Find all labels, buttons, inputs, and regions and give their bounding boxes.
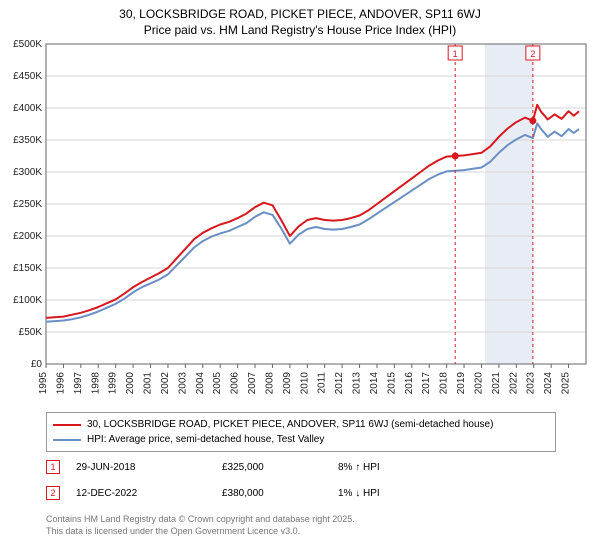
svg-text:2: 2 bbox=[530, 49, 535, 59]
sale-marker-1: 1 bbox=[46, 460, 60, 474]
svg-text:2017: 2017 bbox=[421, 372, 432, 395]
svg-text:£100K: £100K bbox=[13, 295, 42, 306]
footer-line2: This data is licensed under the Open Gov… bbox=[46, 526, 556, 538]
svg-text:2019: 2019 bbox=[456, 372, 467, 395]
svg-text:1997: 1997 bbox=[73, 372, 84, 395]
sale-row-2: 2 12-DEC-2022 £380,000 1% ↓ HPI bbox=[46, 486, 556, 500]
sale-row-1: 1 29-JUN-2018 £325,000 8% ↑ HPI bbox=[46, 460, 556, 474]
svg-text:£300K: £300K bbox=[13, 167, 42, 178]
legend-label-subject: 30, LOCKSBRIDGE ROAD, PICKET PIECE, ANDO… bbox=[87, 417, 493, 432]
svg-text:2008: 2008 bbox=[264, 372, 275, 395]
footer-line1: Contains HM Land Registry data © Crown c… bbox=[46, 514, 556, 526]
svg-text:£200K: £200K bbox=[13, 231, 42, 242]
svg-text:2007: 2007 bbox=[247, 372, 258, 395]
svg-text:£450K: £450K bbox=[13, 71, 42, 82]
svg-text:2023: 2023 bbox=[526, 372, 537, 395]
svg-text:2001: 2001 bbox=[143, 372, 154, 395]
sale-marker-2: 2 bbox=[46, 486, 60, 500]
svg-text:£250K: £250K bbox=[13, 199, 42, 210]
svg-text:1999: 1999 bbox=[108, 372, 119, 395]
svg-text:2021: 2021 bbox=[491, 372, 502, 395]
sale-price-2: £380,000 bbox=[222, 488, 322, 499]
svg-text:£400K: £400K bbox=[13, 103, 42, 114]
svg-text:2004: 2004 bbox=[195, 372, 206, 395]
chart-svg: £0 £50K £100K £150K £200K £250K £300K £350K £400… bbox=[0, 38, 600, 408]
svg-text:£0: £0 bbox=[31, 359, 43, 370]
title-line2: Price paid vs. HM Land Registry's House … bbox=[0, 22, 600, 38]
svg-text:1: 1 bbox=[453, 49, 458, 59]
svg-text:£50K: £50K bbox=[19, 327, 43, 338]
svg-text:£350K: £350K bbox=[13, 135, 42, 146]
svg-text:2014: 2014 bbox=[369, 372, 380, 395]
svg-text:2024: 2024 bbox=[543, 372, 554, 395]
svg-text:1998: 1998 bbox=[90, 372, 101, 395]
sale-delta-1: 8% ↑ HPI bbox=[338, 462, 458, 473]
sale-price-1: £325,000 bbox=[222, 462, 322, 473]
legend: 30, LOCKSBRIDGE ROAD, PICKET PIECE, ANDO… bbox=[46, 412, 556, 452]
sale-date-1: 29-JUN-2018 bbox=[76, 462, 206, 473]
legend-swatch-hpi bbox=[53, 439, 81, 441]
svg-text:£150K: £150K bbox=[13, 263, 42, 274]
svg-text:2011: 2011 bbox=[317, 372, 328, 394]
chart-title-block: 30, LOCKSBRIDGE ROAD, PICKET PIECE, ANDO… bbox=[0, 0, 600, 38]
legend-row-hpi: HPI: Average price, semi-detached house,… bbox=[53, 432, 549, 447]
svg-text:2015: 2015 bbox=[386, 372, 397, 395]
svg-text:2005: 2005 bbox=[212, 372, 223, 395]
legend-label-hpi: HPI: Average price, semi-detached house,… bbox=[87, 432, 324, 447]
svg-text:2003: 2003 bbox=[177, 372, 188, 395]
svg-text:2000: 2000 bbox=[125, 372, 136, 395]
svg-text:2006: 2006 bbox=[230, 372, 241, 395]
chart-area: £0 £50K £100K £150K £200K £250K £300K £350K £400… bbox=[0, 38, 600, 408]
footer: Contains HM Land Registry data © Crown c… bbox=[46, 514, 556, 537]
svg-text:1995: 1995 bbox=[38, 372, 49, 395]
legend-swatch-subject bbox=[53, 424, 81, 426]
svg-text:£500K: £500K bbox=[13, 39, 42, 50]
legend-row-subject: 30, LOCKSBRIDGE ROAD, PICKET PIECE, ANDO… bbox=[53, 417, 549, 432]
svg-text:2002: 2002 bbox=[160, 372, 171, 395]
svg-text:2012: 2012 bbox=[334, 372, 345, 395]
svg-text:1996: 1996 bbox=[55, 372, 66, 395]
sale-delta-2: 1% ↓ HPI bbox=[338, 488, 458, 499]
svg-text:2016: 2016 bbox=[404, 372, 415, 395]
svg-text:2018: 2018 bbox=[439, 372, 450, 395]
sale-date-2: 12-DEC-2022 bbox=[76, 488, 206, 499]
title-line1: 30, LOCKSBRIDGE ROAD, PICKET PIECE, ANDO… bbox=[0, 6, 600, 22]
svg-text:2010: 2010 bbox=[299, 372, 310, 395]
svg-text:2025: 2025 bbox=[561, 372, 572, 395]
svg-text:2020: 2020 bbox=[473, 372, 484, 395]
svg-text:2013: 2013 bbox=[352, 372, 363, 395]
svg-text:2022: 2022 bbox=[508, 372, 519, 395]
svg-text:2009: 2009 bbox=[282, 372, 293, 395]
